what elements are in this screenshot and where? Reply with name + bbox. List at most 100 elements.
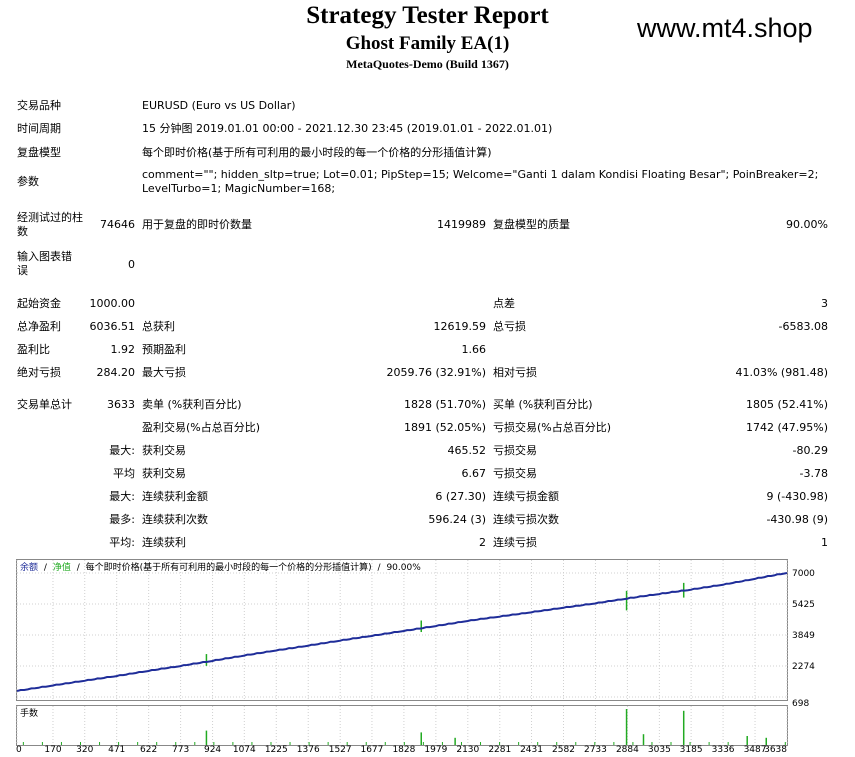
grid-lines	[16, 560, 788, 745]
maximal-label: 最多:	[109, 513, 135, 526]
x-tick-label: 1074	[233, 745, 256, 754]
loss-trades-label: 亏损交易(%占总百分比)	[493, 421, 612, 434]
max-drawdown-value: 2059.76 (32.91%)	[386, 366, 486, 379]
period-label: 时间周期	[17, 122, 61, 135]
x-tick-label: 1527	[329, 745, 352, 754]
long-label: 买单 (%获利百分比)	[493, 398, 593, 411]
legend-sep-1: /	[44, 563, 48, 573]
x-axis-ticks: 0 170 320 471 622 773 924 1074 1225 1376 1527 1677 1…	[16, 745, 787, 754]
model-label: 复盘模型	[17, 146, 61, 159]
balance-line	[16, 572, 788, 693]
x-tick-label: 2582	[552, 745, 575, 754]
net-profit-label: 总净盈利	[17, 320, 61, 333]
total-trades-label: 交易单总计	[17, 398, 72, 411]
avg-consecutive-losses-value: 1	[821, 536, 828, 549]
largest-profit-label: 获利交易	[142, 444, 186, 457]
x-tick-label: 924	[204, 745, 221, 754]
consecutive-wins-amount-label: 连续获利金额	[142, 490, 208, 503]
x-tick-label: 1376	[297, 745, 320, 754]
x-tick-label: 773	[172, 745, 189, 754]
gross-loss-label: 总亏损	[493, 320, 526, 333]
largest-loss-label: 亏损交易	[493, 444, 537, 457]
ticks-label: 用于复盘的即时价数量	[142, 218, 252, 231]
consecutive-losses-amount-label: 连续亏损金额	[493, 490, 559, 503]
x-tick-label: 1828	[392, 745, 415, 754]
quality-label: 复盘模型的质量	[493, 218, 570, 231]
y-tick-label: 698	[792, 699, 809, 709]
x-tick-label: 1225	[265, 745, 288, 754]
volume-bars	[22, 709, 786, 745]
profit-factor-value: 1.92	[110, 343, 136, 356]
consecutive-wins-count-label: 连续获利次数	[142, 513, 208, 526]
largest-label: 最大:	[109, 444, 135, 457]
consecutive-wins-amount-value: 6 (27.30)	[435, 490, 486, 503]
build-info: MetaQuotes-Demo (Build 1367)	[346, 57, 509, 71]
rel-drawdown-label: 相对亏损	[493, 366, 537, 379]
average-profit-value: 6.67	[461, 467, 487, 480]
symbol-value: EURUSD (Euro vs US Dollar)	[142, 99, 296, 112]
profit-trades-label: 盈利交易(%占总百分比)	[142, 421, 261, 434]
spread-label: 点差	[493, 297, 515, 310]
payoff-value: 1.66	[461, 343, 487, 356]
errors-value: 0	[128, 258, 135, 271]
x-tick-label: 1979	[424, 745, 447, 754]
deposit-value: 1000.00	[89, 297, 136, 310]
report-title: Strategy Tester Report	[306, 2, 549, 29]
profit-trades-value: 1891 (52.05%)	[403, 421, 486, 434]
spread-value: 3	[821, 297, 828, 310]
balance-chart: 7000 5425 3849 2274 698 0 170 320 471 622 773 924 1…	[16, 559, 815, 754]
y-tick-label: 2274	[792, 662, 815, 672]
average-loss-label: 亏损交易	[493, 467, 537, 480]
volume-label: 手数	[20, 707, 38, 719]
avg-consecutive-losses-label: 连续亏损	[493, 536, 537, 549]
errors-label: 输入图表错误	[17, 250, 72, 277]
period-value: 15 分钟图 2019.01.01 00:00 - 2021.12.30 23:…	[142, 122, 553, 135]
deposit-label: 起始资金	[17, 297, 61, 310]
abs-drawdown-value: 284.20	[96, 366, 136, 379]
legend: 余额 / 净值 / 每个即时价格(基于所有可利用的最小时段的每一个价格的分形插值…	[20, 561, 421, 573]
x-tick-label: 3638	[764, 745, 787, 754]
largest-profit-value: 465.52	[447, 444, 487, 457]
x-tick-label: 622	[140, 745, 157, 754]
gross-profit-label: 总获利	[142, 320, 175, 333]
largest-loss-value: -80.29	[792, 444, 828, 457]
long-value: 1805 (52.41%)	[745, 398, 828, 411]
x-tick-label: 170	[44, 745, 61, 754]
x-tick-label: 2431	[520, 745, 543, 754]
watermark: www.mt4.shop	[637, 13, 813, 43]
y-axis-ticks: 7000 5425 3849 2274 698	[792, 569, 815, 709]
params-value: comment=""; hidden_sltp=true; Lot=0.01; …	[142, 168, 819, 195]
ea-name: Ghost Family EA(1)	[345, 33, 510, 54]
x-tick-label: 2281	[488, 745, 511, 754]
legend-model: 每个即时价格(基于所有可利用的最小时段的每一个价格的分形插值计算)	[86, 561, 372, 573]
max-consecutive-label: 最大:	[109, 490, 135, 503]
x-tick-label: 2130	[456, 745, 479, 754]
y-tick-label: 5425	[792, 600, 815, 610]
legend-quality: 90.00%	[386, 563, 421, 573]
x-tick-label: 3487	[744, 745, 767, 754]
x-tick-label: 3336	[712, 745, 735, 754]
x-tick-label: 2733	[584, 745, 607, 754]
consecutive-wins-count-value: 596.24 (3)	[428, 513, 486, 526]
x-tick-label: 2884	[616, 745, 639, 754]
model-value: 每个即时价格(基于所有可利用的最小时段的每一个价格的分形插值计算)	[142, 146, 492, 159]
bars-value: 74646	[100, 218, 135, 231]
rel-drawdown-value: 41.03% (981.48)	[735, 366, 828, 379]
consecutive-losses-count-label: 连续亏损次数	[493, 513, 559, 526]
abs-drawdown-label: 绝对亏损	[17, 366, 61, 379]
x-tick-label: 3035	[648, 745, 671, 754]
short-label: 卖单 (%获利百分比)	[142, 398, 242, 411]
consecutive-losses-count-value: -430.98 (9)	[766, 513, 828, 526]
consecutive-losses-amount-value: 9 (-430.98)	[766, 490, 828, 503]
quality-value: 90.00%	[786, 218, 828, 231]
average-label: 平均	[113, 467, 135, 480]
legend-equity: 净值	[53, 561, 71, 573]
volume-plot-frame	[16, 705, 788, 746]
avg-consecutive-wins-value: 2	[479, 536, 486, 549]
average-loss-value: -3.78	[799, 467, 828, 480]
max-drawdown-label: 最大亏损	[142, 366, 186, 379]
legend-sep-2: /	[77, 563, 81, 573]
x-tick-label: 0	[16, 745, 22, 754]
y-tick-label: 3849	[792, 631, 815, 641]
net-profit-value: 6036.51	[89, 320, 136, 333]
